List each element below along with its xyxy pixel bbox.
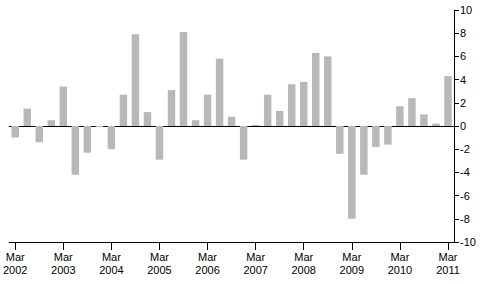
svg-text:2009: 2009 — [340, 264, 364, 276]
svg-text:2006: 2006 — [195, 264, 219, 276]
svg-text:Mar: Mar — [6, 251, 25, 263]
svg-text:2004: 2004 — [99, 264, 123, 276]
svg-text:2010: 2010 — [388, 264, 412, 276]
svg-text:Mar: Mar — [439, 251, 458, 263]
svg-text:Mar: Mar — [198, 251, 217, 263]
svg-text:Mar: Mar — [342, 251, 361, 263]
svg-text:-10: -10 — [460, 236, 476, 248]
svg-text:2011: 2011 — [436, 264, 460, 276]
svg-text:8: 8 — [460, 27, 466, 39]
svg-text:Mar: Mar — [294, 251, 313, 263]
svg-text:4: 4 — [460, 74, 466, 86]
svg-text:Mar: Mar — [150, 251, 169, 263]
svg-text:2005: 2005 — [147, 264, 171, 276]
svg-text:-2: -2 — [460, 143, 470, 155]
svg-text:Mar: Mar — [54, 251, 73, 263]
svg-text:2007: 2007 — [243, 264, 267, 276]
svg-text:10: 10 — [460, 4, 472, 16]
svg-text:2008: 2008 — [291, 264, 315, 276]
svg-text:0: 0 — [460, 120, 466, 132]
svg-text:2: 2 — [460, 97, 466, 109]
svg-text:Mar: Mar — [390, 251, 409, 263]
svg-text:2003: 2003 — [51, 264, 75, 276]
svg-text:Mar: Mar — [246, 251, 265, 263]
svg-text:2002: 2002 — [3, 264, 27, 276]
svg-text:6: 6 — [460, 50, 466, 62]
svg-text:-4: -4 — [460, 166, 470, 178]
svg-text:-8: -8 — [460, 213, 470, 225]
svg-text:-6: -6 — [460, 190, 470, 202]
svg-text:Mar: Mar — [102, 251, 121, 263]
